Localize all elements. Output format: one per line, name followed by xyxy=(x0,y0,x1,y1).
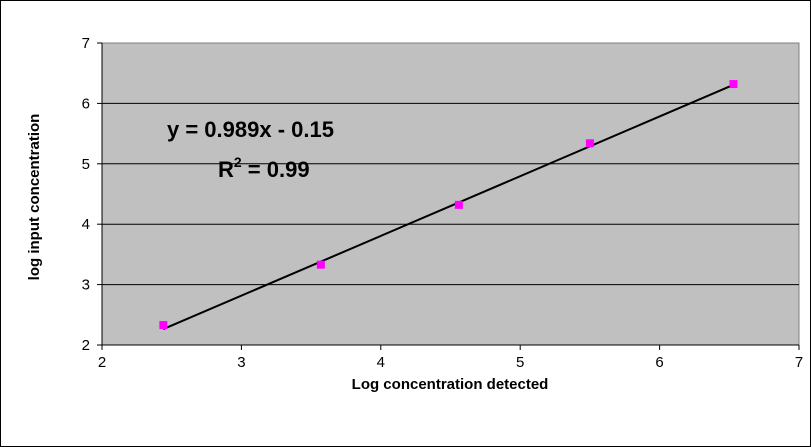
y-tick-label-7: 7 xyxy=(82,35,90,52)
y-tick-label-4: 4 xyxy=(82,216,90,233)
x-axis-title: Log concentration detected xyxy=(352,376,549,393)
trendline-group xyxy=(162,83,734,331)
x-tick-label-4: 4 xyxy=(377,354,385,371)
data-point-4 xyxy=(585,139,594,148)
y-tick-label-2: 2 xyxy=(82,337,90,354)
r2-base: R xyxy=(218,157,234,182)
x-tick-label-7: 7 xyxy=(795,354,803,371)
x-tick-label-3: 3 xyxy=(237,354,245,371)
r2-value: = 0.99 xyxy=(242,157,310,182)
data-point-3 xyxy=(454,200,463,209)
y-tick-label-5: 5 xyxy=(82,156,90,173)
x-tick-label-6: 6 xyxy=(655,354,663,371)
data-point-5 xyxy=(729,80,738,89)
x-ticks: 2 3 4 5 6 7 xyxy=(98,345,803,371)
regression-equation: y = 0.989x - 0.15 xyxy=(167,117,334,142)
r2-superscript: 2 xyxy=(234,154,242,170)
y-ticks: 2 3 4 5 6 7 xyxy=(82,35,102,354)
x-tick-label-5: 5 xyxy=(516,354,524,371)
data-point-1 xyxy=(159,321,168,330)
y-tick-label-3: 3 xyxy=(82,277,90,294)
gridlines xyxy=(102,102,799,286)
data-point-2 xyxy=(316,260,325,269)
r-squared-label: R2 = 0.99 xyxy=(218,154,310,182)
data-points xyxy=(159,80,738,330)
x-tick-label-2: 2 xyxy=(98,354,106,371)
axes xyxy=(101,43,799,346)
y-axis-title: log input concentration xyxy=(26,114,43,281)
y-tick-label-6: 6 xyxy=(82,95,90,112)
trendline xyxy=(162,83,734,331)
plot-area xyxy=(101,42,800,346)
